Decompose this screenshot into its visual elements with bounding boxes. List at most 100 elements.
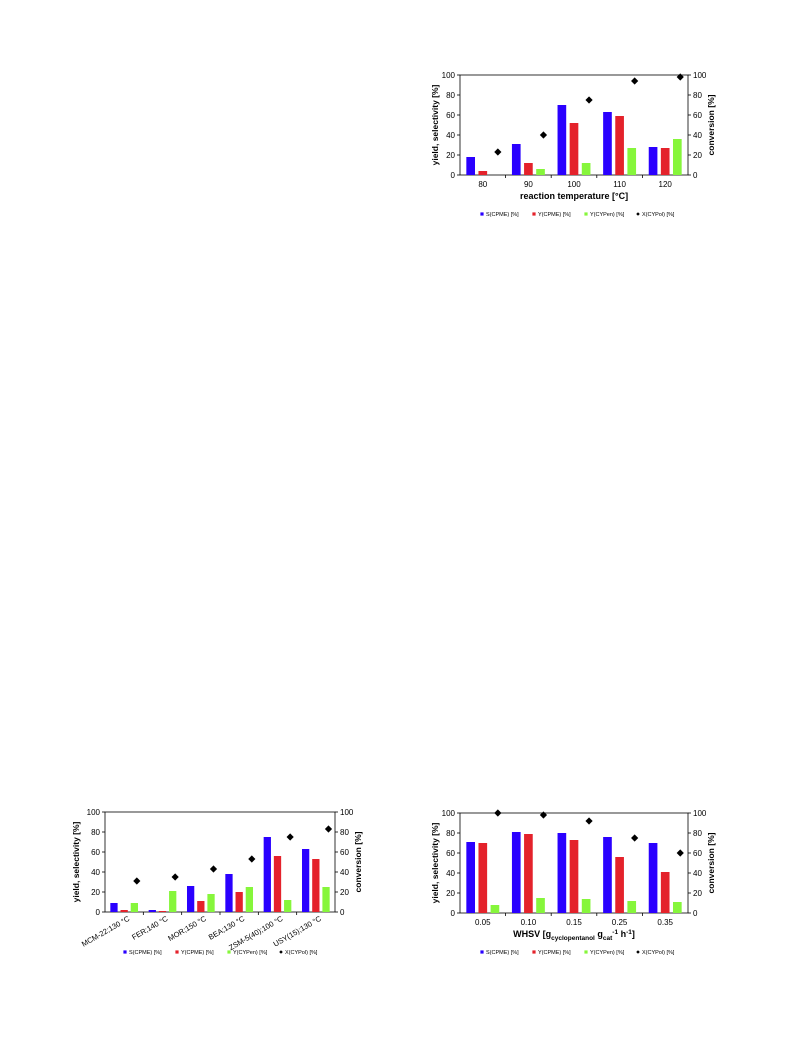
x-category-label: 0.35 xyxy=(657,918,673,927)
bar-y-cypen xyxy=(245,887,254,912)
legend-marker xyxy=(584,212,588,216)
x-category-label: 120 xyxy=(659,180,673,189)
x-axis-label: WHSV [gcyclopentanol gcat-1 h-1] xyxy=(513,929,635,942)
y-tick-label: 60 xyxy=(446,849,455,858)
legend-marker xyxy=(636,950,640,954)
legend-marker xyxy=(584,950,588,954)
conversion-point xyxy=(494,148,502,156)
bar-y-cpme xyxy=(660,872,670,913)
y-axis-label: yield, selectivity [%] xyxy=(71,821,81,902)
y2-tick-label: 0 xyxy=(340,908,345,917)
y2-tick-label: 60 xyxy=(693,849,702,858)
conversion-point xyxy=(133,877,141,885)
bar-y-cypen xyxy=(130,903,139,912)
bar-s-cpme xyxy=(301,849,310,912)
bar-s-cpme xyxy=(466,157,476,175)
bar-y-cypen xyxy=(536,898,545,913)
y2-axis-label: conversion [%] xyxy=(353,831,363,892)
conversion-point xyxy=(631,834,639,842)
y2-tick-label: 60 xyxy=(340,848,349,857)
bar-y-cypen xyxy=(536,169,545,175)
conversion-point xyxy=(585,817,593,825)
x-category-label: MOR;150 °C xyxy=(166,914,208,943)
y-tick-label: 80 xyxy=(91,828,100,837)
conversion-point xyxy=(539,811,548,819)
y-tick-label: 0 xyxy=(451,909,456,918)
bar-s-cpme xyxy=(648,843,658,913)
bar-s-cpme xyxy=(648,147,658,175)
legend-marker xyxy=(532,950,536,954)
y2-tick-label: 80 xyxy=(693,91,702,100)
bar-y-cpme xyxy=(569,840,579,913)
y2-tick-label: 40 xyxy=(693,869,702,878)
y2-tick-label: 100 xyxy=(693,71,707,80)
bar-y-cpme xyxy=(478,171,488,175)
legend-label: Y(CYPen) [%] xyxy=(590,212,625,218)
legend-label: X(CYPol) [%] xyxy=(285,950,318,956)
y-axis-label: yield, selectivity [%] xyxy=(430,822,440,903)
y-tick-label: 100 xyxy=(442,809,456,818)
y-axis-label: yield, selectivity [%] xyxy=(430,84,440,165)
y-tick-label: 40 xyxy=(446,131,455,140)
chart-whsv: 0 20 40 60 80 100 0 20 40 60 80 100 yield, selectivi… xyxy=(420,800,720,970)
bar-s-cpme xyxy=(603,112,612,175)
y2-tick-label: 20 xyxy=(340,888,349,897)
bar-y-cypen xyxy=(581,899,591,913)
legend-marker xyxy=(480,950,484,954)
legend-marker xyxy=(636,212,640,216)
y2-axis-label: conversion [%] xyxy=(706,94,716,155)
y2-tick-label: 0 xyxy=(693,909,698,918)
conversion-point xyxy=(286,833,294,841)
x-category-label: 0.10 xyxy=(521,918,537,927)
conversion-point xyxy=(676,73,684,81)
y2-axis-label: conversion [%] xyxy=(706,832,716,893)
bar-y-cpme xyxy=(120,910,128,912)
legend-marker xyxy=(532,212,536,216)
legend-marker xyxy=(279,950,283,954)
legend-label: S(CPME) [%] xyxy=(486,212,519,218)
conversion-point xyxy=(539,131,548,139)
x-category-label: 80 xyxy=(478,180,487,189)
bar-y-cypen xyxy=(672,139,682,175)
conversion-point xyxy=(248,855,256,863)
conversion-point xyxy=(171,873,179,881)
x-category-label: 100 xyxy=(567,180,581,189)
bar-s-cpme xyxy=(557,105,567,175)
y2-tick-label: 0 xyxy=(693,171,698,180)
y2-tick-label: 40 xyxy=(340,868,349,877)
bar-s-cpme xyxy=(110,903,118,912)
bar-y-cpme xyxy=(478,843,488,913)
bar-s-cpme xyxy=(466,842,476,913)
x-category-label: 110 xyxy=(613,180,626,189)
plot-area-frame xyxy=(104,811,336,913)
conversion-point xyxy=(585,96,593,104)
y-tick-label: 20 xyxy=(91,888,100,897)
bar-y-cpme xyxy=(524,834,533,913)
bar-y-cpme xyxy=(235,892,243,912)
y2-tick-label: 100 xyxy=(693,809,707,818)
legend-marker xyxy=(123,950,127,954)
bar-y-cpme xyxy=(615,116,624,175)
bar-y-cpme xyxy=(273,856,282,912)
bar-y-cpme xyxy=(197,901,205,912)
x-category-label: 0.05 xyxy=(475,918,491,927)
legend-label: Y(CPME) [%] xyxy=(538,212,571,218)
y-tick-label: 0 xyxy=(451,171,456,180)
bar-y-cpme xyxy=(660,148,670,175)
bar-y-cypen xyxy=(322,887,330,912)
bar-s-cpme xyxy=(148,910,156,912)
chart-reaction-temperature: 0 20 40 60 80 100 0 20 40 60 80 100 yield, selectivi… xyxy=(420,60,720,230)
y2-tick-label: 80 xyxy=(340,828,349,837)
conversion-point xyxy=(324,825,333,833)
conversion-point xyxy=(631,77,639,85)
y2-tick-label: 100 xyxy=(340,808,354,817)
x-category-label: FER;140 °C xyxy=(130,914,170,942)
bar-y-cpme xyxy=(312,859,320,912)
y-tick-label: 100 xyxy=(87,808,101,817)
bar-y-cypen xyxy=(627,148,637,175)
bar-s-cpme xyxy=(186,886,195,912)
conversion-point xyxy=(209,865,218,873)
bar-s-cpme xyxy=(603,837,612,913)
